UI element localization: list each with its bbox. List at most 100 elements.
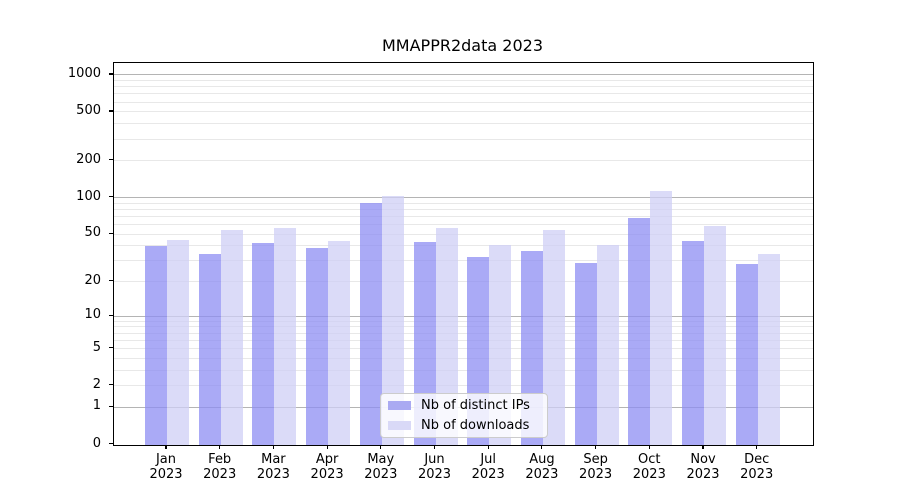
y-tick-500 <box>108 110 113 112</box>
gridline-50 <box>114 233 813 235</box>
y-tick-200 <box>108 159 113 161</box>
gridline-90 <box>114 202 813 204</box>
y-tick-label-5: 5 <box>92 339 101 355</box>
bar-downloads-aug <box>542 230 565 445</box>
gridline-8 <box>114 326 813 328</box>
bar-downloads-apr <box>328 240 351 445</box>
gridline-40 <box>114 245 813 247</box>
plot-area: Nb of distinct IPs Nb of downloads <box>113 62 814 446</box>
y-tick-label-200: 200 <box>76 151 101 167</box>
x-tick-jun <box>433 444 436 449</box>
legend-item-distinct-ips: Nb of distinct IPs <box>381 396 547 416</box>
x-tick-label-feb: Feb 2023 <box>203 451 237 483</box>
x-tick-nov <box>702 444 704 449</box>
legend-item-downloads: Nb of downloads <box>381 416 547 436</box>
x-tick-label-mar: Mar 2023 <box>256 451 290 483</box>
gridline-4 <box>114 357 813 359</box>
x-tick-label-aug: Aug 2023 <box>525 451 559 483</box>
y-tick-1000 <box>108 73 113 75</box>
y-tick-label-20: 20 <box>84 272 101 288</box>
gridline-2 <box>114 385 813 387</box>
x-tick-sep <box>595 444 597 449</box>
x-tick-apr <box>326 444 328 449</box>
gridline-60 <box>114 224 813 226</box>
bar-distinct-ips-dec <box>735 264 758 445</box>
bar-distinct-ips-may <box>359 203 382 445</box>
x-tick-label-apr: Apr 2023 <box>310 451 344 483</box>
y-tick-1 <box>108 405 113 408</box>
y-tick-20 <box>108 280 113 282</box>
gridline-6 <box>114 339 813 341</box>
bar-downloads-nov <box>704 226 726 445</box>
bar-distinct-ips-apr <box>306 248 329 445</box>
y-tick-50 <box>108 232 113 234</box>
bar-downloads-dec <box>757 254 780 445</box>
bar-downloads-sep <box>596 244 619 445</box>
x-tick-label-jan: Jan 2023 <box>149 451 183 483</box>
x-tick-mar <box>272 444 274 449</box>
x-tick-label-oct: Oct 2023 <box>632 451 666 483</box>
chart-title: MMAPPR2data 2023 <box>382 36 543 55</box>
gridline-20 <box>114 281 813 283</box>
gridline-800 <box>114 86 813 88</box>
bar-downloads-feb <box>220 230 243 445</box>
bar-downloads-oct <box>650 190 673 445</box>
y-tick-2 <box>108 384 113 386</box>
bar-downloads-may <box>381 196 404 445</box>
y-tick-label-50: 50 <box>84 225 101 241</box>
bar-distinct-ips-mar <box>252 243 275 445</box>
gridline-9 <box>114 320 813 322</box>
x-tick-jul <box>487 444 489 449</box>
bar-distinct-ips-sep <box>574 262 597 445</box>
y-tick-label-10: 10 <box>84 307 101 323</box>
legend-label-distinct-ips: Nb of distinct IPs <box>421 398 530 413</box>
y-tick-0 <box>108 443 113 445</box>
legend-swatch-distinct-ips <box>388 401 411 410</box>
y-tick-label-0: 0 <box>92 435 101 451</box>
gridline-10 <box>114 315 813 317</box>
x-tick-aug <box>541 444 543 449</box>
x-tick-label-sep: Sep 2023 <box>579 451 613 483</box>
gridline-100 <box>114 197 813 199</box>
bar-downloads-jun <box>435 228 458 445</box>
y-tick-label-1000: 1000 <box>67 65 101 81</box>
bar-distinct-ips-nov <box>682 240 704 445</box>
y-tick-label-2: 2 <box>92 376 101 392</box>
bar-distinct-ips-jan <box>145 245 167 445</box>
bars-layer <box>114 63 813 445</box>
gridline-80 <box>114 208 813 210</box>
gridlines-layer <box>114 63 813 445</box>
legend-label-downloads: Nb of downloads <box>421 418 530 433</box>
gridline-30 <box>114 260 813 262</box>
x-tick-oct <box>648 444 650 449</box>
y-tick-label-1: 1 <box>92 398 101 414</box>
gridline-900 <box>114 79 813 81</box>
gridline-300 <box>114 138 813 140</box>
x-tick-jan <box>165 444 167 449</box>
gridline-700 <box>114 93 813 95</box>
gridline-200 <box>114 160 813 162</box>
x-tick-label-may: May 2023 <box>364 451 398 483</box>
gridline-400 <box>114 123 813 125</box>
bar-distinct-ips-feb <box>198 254 221 445</box>
legend-swatch-downloads <box>388 421 411 430</box>
x-tick-label-nov: Nov 2023 <box>686 451 720 483</box>
gridline-500 <box>114 111 813 113</box>
legend: Nb of distinct IPs Nb of downloads <box>380 393 548 438</box>
y-tick-10 <box>108 314 113 316</box>
gridline-7 <box>114 332 813 334</box>
y-tick-5 <box>108 347 113 349</box>
y-tick-100 <box>108 196 113 198</box>
gridline-5 <box>114 348 813 350</box>
x-tick-may <box>380 444 382 449</box>
x-tick-feb <box>219 444 221 449</box>
x-tick-dec <box>756 444 758 449</box>
bar-downloads-jan <box>167 239 189 445</box>
x-tick-label-dec: Dec 2023 <box>740 451 774 483</box>
y-tick-label-500: 500 <box>76 102 101 118</box>
bar-distinct-ips-oct <box>628 217 651 445</box>
x-tick-label-jul: Jul 2023 <box>471 451 505 483</box>
bar-downloads-mar <box>274 228 297 445</box>
gridline-1000 <box>114 74 813 76</box>
